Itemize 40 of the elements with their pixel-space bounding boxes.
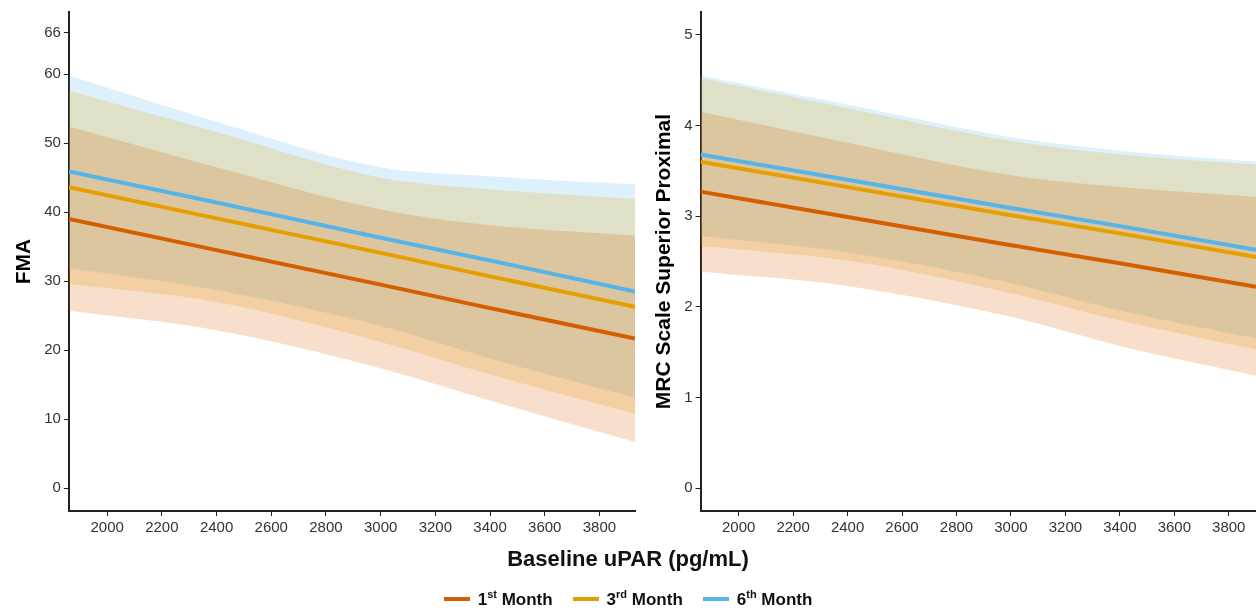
x-tick-label: 3200 [418, 518, 453, 536]
y-tick-label: 50 [44, 133, 61, 151]
legend-label: 6$^{th}$ Month [736, 588, 813, 610]
y-tick-label: 0 [52, 478, 61, 496]
x-tick-label: 3200 [1048, 518, 1083, 536]
y-tick-label: 60 [44, 64, 61, 82]
y-tick-label: 5 [684, 24, 693, 42]
y-tick-label: 20 [44, 340, 61, 358]
y-tick-label: 1 [684, 387, 693, 405]
x-tick-label: 2000 [721, 518, 756, 536]
x-tick-label: 2600 [254, 518, 288, 536]
x-axis-title: Baseline uPAR (pg/mL) [506, 546, 750, 572]
x-tick-label: 2800 [309, 518, 343, 536]
x-tick-label: 3000 [363, 518, 398, 536]
x-tick-label: 2200 [776, 518, 810, 536]
x-tick-label: 3800 [1212, 518, 1246, 536]
x-tick-label: 3400 [1103, 518, 1137, 536]
legend-label: 3$^{rd}$ Month [606, 588, 683, 610]
y-tick-label: 2 [684, 297, 693, 314]
y-tick-label: 3 [684, 206, 693, 224]
x-tick-label: 2400 [199, 518, 234, 536]
x-tick-label: 2400 [830, 518, 865, 536]
x-tick-label: 3000 [994, 518, 1028, 536]
x-tick-label: 2000 [90, 518, 124, 536]
y-tick-label: 4 [684, 115, 693, 133]
y-axis-title: FMA [11, 238, 35, 285]
y-tick-label: 30 [44, 271, 61, 289]
y-tick-label: 66 [44, 22, 61, 40]
x-tick-label: 3800 [582, 518, 617, 536]
x-tick-label: 3400 [473, 518, 507, 536]
y-axis-title: MRC Scale Superior Proximal [651, 113, 675, 410]
x-tick-label: 3600 [528, 518, 562, 536]
y-tick-label: 10 [44, 409, 61, 427]
x-tick-label: 3600 [1157, 518, 1191, 536]
x-tick-label: 2200 [145, 518, 179, 536]
y-tick-label: 0 [684, 478, 693, 496]
y-tick-label: 40 [44, 202, 61, 220]
legend-label: 1$^{st}$ Month [477, 588, 553, 610]
x-tick-label: 2800 [939, 518, 974, 536]
x-tick-label: 2600 [885, 518, 919, 536]
